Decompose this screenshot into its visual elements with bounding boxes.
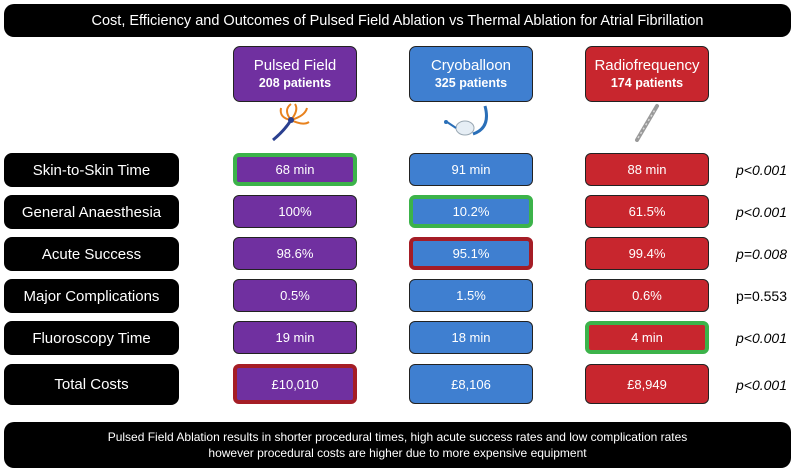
cell-radiofrequency-major-complications: 0.6% bbox=[585, 279, 709, 312]
cell-value: 18 min bbox=[451, 330, 491, 345]
header-pulsed-field: Pulsed Field 208 patients bbox=[233, 46, 357, 102]
p-value-general-anaesthesia: p<0.001 bbox=[736, 195, 787, 229]
cell-cryoballoon-general-anaesthesia: 10.2% bbox=[409, 195, 533, 228]
cell-value: 10.2% bbox=[452, 204, 490, 219]
p-value-acute-success: p=0.008 bbox=[736, 237, 787, 271]
cell-value: 19 min bbox=[275, 330, 315, 345]
group-name: Radiofrequency bbox=[594, 57, 700, 74]
cell-pulsed-field-total-costs: £10,010 bbox=[233, 364, 357, 404]
row-label-acute-success: Acute Success bbox=[4, 237, 179, 271]
cell-radiofrequency-general-anaesthesia: 61.5% bbox=[585, 195, 709, 228]
cell-value: 98.6% bbox=[276, 246, 314, 261]
header-radiofrequency: Radiofrequency 174 patients bbox=[585, 46, 709, 102]
row-label-fluoroscopy-time: Fluoroscopy Time bbox=[4, 321, 179, 355]
p-value-text: p<0.001 bbox=[736, 204, 787, 220]
cell-pulsed-field-general-anaesthesia: 100% bbox=[233, 195, 357, 228]
row-label-total-costs: Total Costs bbox=[4, 364, 179, 405]
p-value-fluoroscopy-time: p<0.001 bbox=[736, 321, 787, 355]
cell-radiofrequency-skin-to-skin-time: 88 min bbox=[585, 153, 709, 186]
p-value-major-complications: p=0.553 bbox=[736, 279, 787, 313]
cell-value: £10,010 bbox=[271, 376, 319, 392]
row-label-text: General Anaesthesia bbox=[21, 203, 162, 221]
cell-value: 88 min bbox=[627, 162, 667, 177]
cell-radiofrequency-fluoroscopy-time: 4 min bbox=[585, 321, 709, 354]
patient-count: 174 patients bbox=[610, 76, 684, 90]
cell-value: 68 min bbox=[275, 162, 315, 177]
cell-cryoballoon-skin-to-skin-time: 91 min bbox=[409, 153, 533, 186]
cell-value: 61.5% bbox=[628, 204, 666, 219]
cell-cryoballoon-fluoroscopy-time: 18 min bbox=[409, 321, 533, 354]
cell-pulsed-field-acute-success: 98.6% bbox=[233, 237, 357, 270]
row-label-text: Fluoroscopy Time bbox=[32, 329, 151, 347]
cell-value: 4 min bbox=[631, 330, 663, 345]
cell-value: £8,949 bbox=[627, 376, 667, 392]
header-cryoballoon: Cryoballoon 325 patients bbox=[409, 46, 533, 102]
cell-pulsed-field-skin-to-skin-time: 68 min bbox=[233, 153, 357, 186]
cell-value: 99.4% bbox=[628, 246, 666, 261]
conclusion-line-1: Pulsed Field Ablation results in shorter… bbox=[107, 430, 688, 444]
pulsed-field-catheter-icon bbox=[272, 103, 310, 142]
cell-value: 0.5% bbox=[280, 288, 310, 303]
patient-count: 208 patients bbox=[258, 76, 332, 90]
p-value-text: p=0.008 bbox=[736, 246, 787, 262]
conclusion-bar: Pulsed Field Ablation results in shorter… bbox=[4, 422, 791, 468]
cell-value: 0.6% bbox=[632, 288, 662, 303]
cell-pulsed-field-fluoroscopy-time: 19 min bbox=[233, 321, 357, 354]
group-name: Pulsed Field bbox=[253, 57, 337, 74]
page-title: Cost, Efficiency and Outcomes of Pulsed … bbox=[91, 12, 704, 29]
cryoballoon-catheter-icon bbox=[444, 105, 488, 136]
row-label-skin-to-skin-time: Skin-to-Skin Time bbox=[4, 153, 179, 187]
row-label-major-complications: Major Complications bbox=[4, 279, 179, 313]
p-value-total-costs: p<0.001 bbox=[736, 368, 787, 402]
row-label-text: Major Complications bbox=[23, 287, 160, 305]
p-value-skin-to-skin-time: p<0.001 bbox=[736, 153, 787, 187]
title-bar: Cost, Efficiency and Outcomes of Pulsed … bbox=[4, 4, 791, 37]
row-label-text: Acute Success bbox=[41, 245, 142, 263]
cell-value: 1.5% bbox=[456, 288, 486, 303]
p-value-text: p<0.001 bbox=[736, 377, 787, 393]
radiofrequency-catheter-icon bbox=[635, 104, 659, 142]
row-label-general-anaesthesia: General Anaesthesia bbox=[4, 195, 179, 229]
cell-value: 100% bbox=[278, 204, 312, 219]
row-label-text: Skin-to-Skin Time bbox=[32, 161, 151, 179]
cell-radiofrequency-total-costs: £8,949 bbox=[585, 364, 709, 404]
conclusion-line-2: however procedural costs are higher due … bbox=[208, 446, 587, 460]
cell-cryoballoon-major-complications: 1.5% bbox=[409, 279, 533, 312]
cell-value: £8,106 bbox=[451, 376, 491, 392]
p-value-text: p<0.001 bbox=[736, 330, 787, 346]
patient-count: 325 patients bbox=[434, 76, 508, 90]
cell-value: 95.1% bbox=[452, 246, 490, 261]
cell-cryoballoon-acute-success: 95.1% bbox=[409, 237, 533, 270]
cell-radiofrequency-acute-success: 99.4% bbox=[585, 237, 709, 270]
cell-cryoballoon-total-costs: £8,106 bbox=[409, 364, 533, 404]
p-value-text: p=0.553 bbox=[736, 288, 787, 304]
cell-value: 91 min bbox=[451, 162, 491, 177]
group-name: Cryoballoon bbox=[430, 57, 512, 74]
row-label-text: Total Costs bbox=[54, 376, 129, 393]
p-value-text: p<0.001 bbox=[736, 162, 787, 178]
cell-pulsed-field-major-complications: 0.5% bbox=[233, 279, 357, 312]
